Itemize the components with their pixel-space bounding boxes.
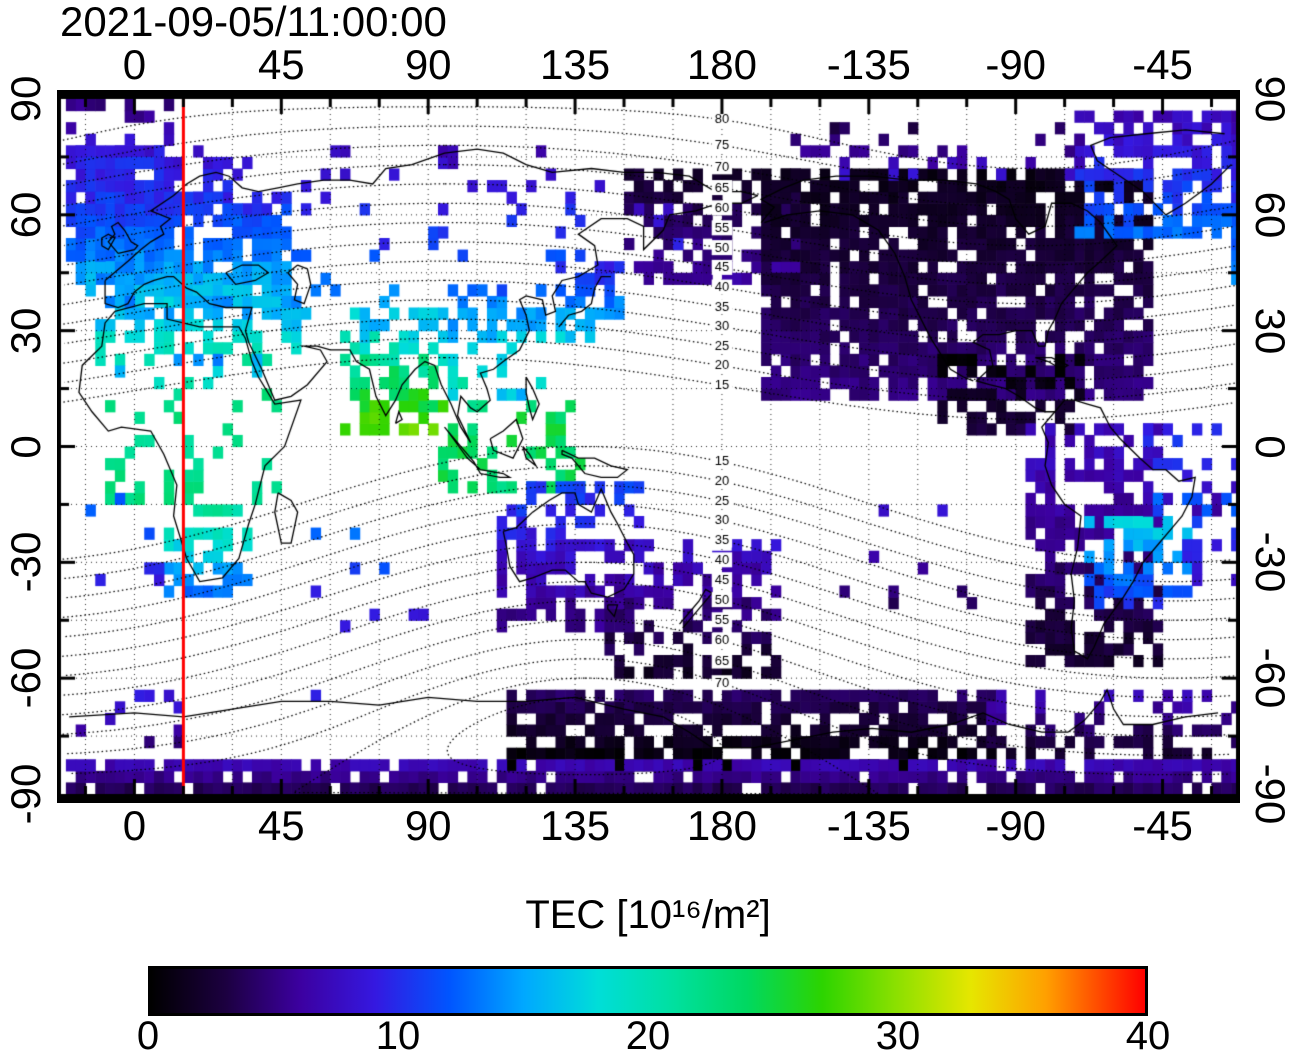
colorbar-tick-label: 10 [375,1014,421,1057]
latitude-tick-label: -30 [2,531,49,593]
latitude-tick-label: 0 [1247,434,1294,459]
world-map-canvas [57,90,1240,803]
latitude-tick-label: -60 [2,647,49,709]
longitude-tick-label: -45 [1132,41,1193,88]
longitude-tick-label: -135 [826,41,911,88]
latitude-tick-label: 30 [2,307,49,355]
longitude-tick-label: 135 [540,802,611,849]
longitude-tick-label: 180 [686,41,757,88]
latitude-tick-label: 60 [1247,191,1294,239]
latitude-tick-label: 0 [2,434,49,459]
longitude-tick-label: 0 [122,41,147,88]
longitude-tick-label: 90 [404,41,452,88]
latitude-tick-label: 90 [2,75,49,123]
longitude-tick-label: 0 [122,802,147,849]
longitude-tick-label: -135 [826,802,911,849]
latitude-tick-label: 90 [1247,75,1294,123]
latitude-tick-label: -90 [1247,763,1294,825]
latitude-tick-label: -30 [1247,531,1294,593]
longitude-tick-label: 135 [540,41,611,88]
longitude-tick-label: -90 [985,41,1047,88]
colorbar-title: TEC [10¹⁶/m²] [525,893,771,937]
latitude-tick-label: 30 [1247,307,1294,355]
longitude-tick-label: -45 [1132,802,1193,849]
longitude-tick-label: 45 [257,802,305,849]
latitude-tick-label: 60 [2,191,49,239]
colorbar-tick-label: 40 [1125,1014,1171,1057]
colorbar-gradient [148,966,1148,1016]
longitude-tick-label: 90 [404,802,452,849]
timestamp-title: 2021-09-05/11:00:00 [60,0,447,45]
longitude-tick-label: 180 [686,802,757,849]
latitude-tick-label: -60 [1247,647,1294,709]
colorbar-tick-label: 20 [625,1014,671,1057]
latitude-tick-label: -90 [2,763,49,825]
colorbar-tick-label: 30 [875,1014,921,1057]
colorbar-tick-label: 0 [136,1014,160,1057]
longitude-tick-label: 45 [257,41,305,88]
longitude-tick-label: -90 [985,802,1047,849]
